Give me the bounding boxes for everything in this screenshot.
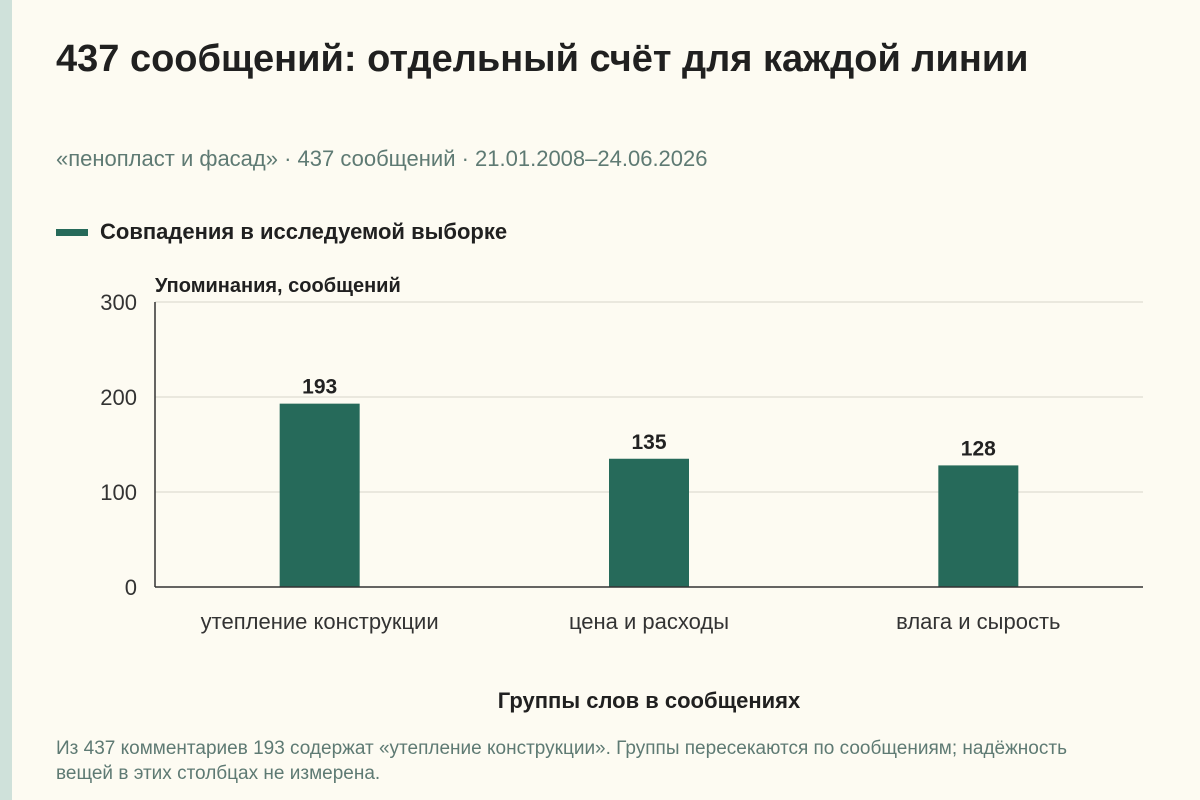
legend-swatch [56,228,88,236]
legend-label: Совпадения в исследуемой выборке [100,219,508,244]
chart-title: 437 сообщений: отдельный счёт для каждой… [56,38,1029,80]
x-tick-labels: утепление конструкции цена и расходы влага… [201,609,1061,634]
x-tick-label: влага и сырость [896,609,1060,634]
bar-value-label: 193 [302,376,337,399]
bar-value-labels: 193 135 128 [302,376,996,461]
y-tick-labels: 0 100 200 300 [100,290,137,600]
bars [279,403,1019,587]
bar-value-label: 135 [631,431,666,454]
x-axis-label: Группы слов в сообщениях [498,688,801,713]
bar [279,403,360,587]
bar [609,458,689,587]
legend: Совпадения в исследуемой выборке [56,219,507,245]
y-tick-label: 100 [100,480,137,505]
chart-subtitle: «пенопласт и фасад» · 437 сообщений · 21… [56,146,708,171]
y-tick-label: 200 [100,385,137,410]
footnote: Из 437 комментариев 193 содержат «утепле… [56,738,1067,784]
y-axis-label: Упоминания, сообщений [155,275,401,297]
bar-value-label: 128 [961,437,996,460]
y-tick-label: 300 [100,290,137,315]
left-accent-strip [0,0,12,800]
x-tick-label: цена и расходы [569,609,729,634]
bar [938,465,1019,587]
x-tick-label: утепление конструкции [201,609,439,634]
y-tick-label: 0 [125,575,137,600]
